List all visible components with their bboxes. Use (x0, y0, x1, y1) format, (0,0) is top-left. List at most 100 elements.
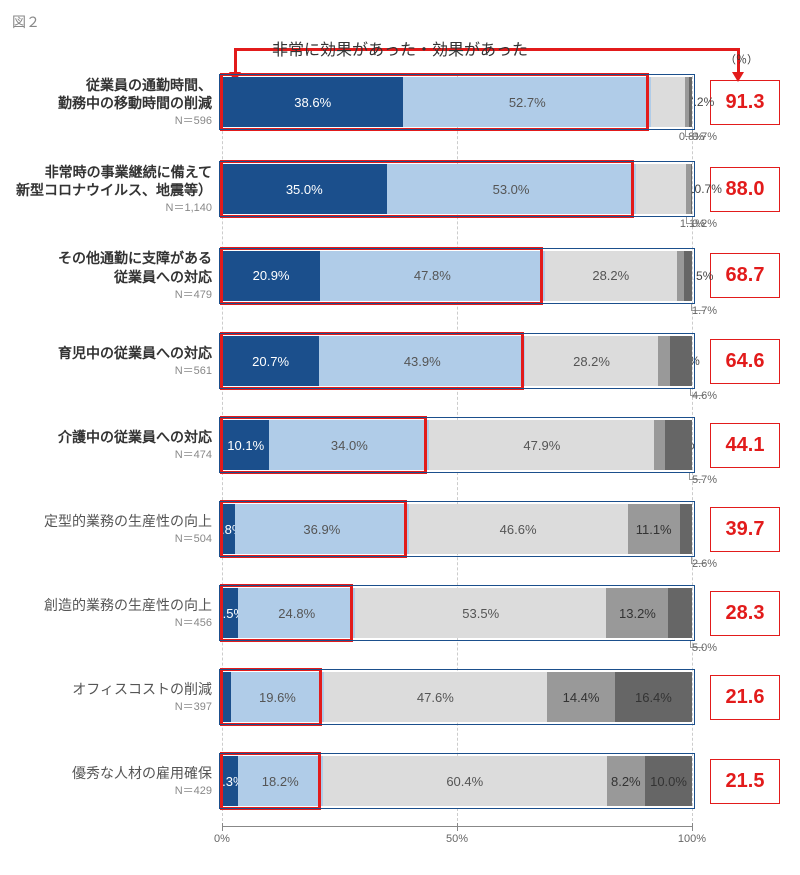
segment-label: 19.6% (259, 690, 296, 705)
segment-label: 53.0% (493, 182, 530, 197)
stacked-bar: 3.3%18.2%60.4%8.2%10.0% (222, 756, 692, 806)
bar-segment: 14.4% (547, 672, 615, 722)
arrow-down-left-icon (234, 48, 237, 74)
segment-label: 0.7% (692, 131, 717, 143)
bar-segment: 16.4% (615, 672, 692, 722)
chart-row: その他通勤に支障がある従業員への対応N＝47920.9%47.8%28.2%1.… (12, 249, 788, 302)
row-label: その他通勤に支障がある従業員への対応 N＝479 (12, 249, 222, 302)
total-value: 21.6 (710, 675, 780, 720)
figure-label: 図２ (12, 12, 788, 32)
bar-cell: 38.6%52.7%7.2%0.8%0.7% (222, 77, 692, 127)
axis-tick-label: 100% (678, 833, 706, 845)
total-value: 39.7 (710, 507, 780, 552)
chart-row: 育児中の従業員への対応N＝56120.7%43.9%28.2%2.7%4.6%6… (12, 336, 788, 386)
segment-label: 0.2% (692, 218, 717, 230)
bar-segment: 28.2% (545, 251, 677, 301)
bar-segment: 10.0% (645, 756, 692, 806)
bar-segment: 20.7% (222, 336, 319, 386)
segment-label: 47.8% (414, 268, 451, 283)
segment-label: 28.2% (592, 268, 629, 283)
row-label-text: 介護中の従業員への対応 (12, 428, 212, 446)
axis-tick-label: 0% (214, 833, 230, 845)
bar-cell: 20.9%47.8%28.2%1.5%1.7% (222, 251, 692, 301)
segment-label: 10.0% (650, 774, 687, 789)
segment-label: 2.6% (692, 558, 717, 570)
bar-segment: 46.6% (409, 504, 628, 554)
row-label: 非常時の事業継続に備えて新型コロナウイルス、地震等） N＝1,140 (12, 163, 222, 216)
chart-row: オフィスコストの削減N＝39719.6%47.6%14.4%16.4%21.6 (12, 672, 788, 722)
bar-segment: 5.0% (668, 588, 692, 638)
bar-cell: 3.5%24.8%53.5%13.2%5.0% (222, 588, 692, 638)
segment-label: 10.1% (227, 438, 264, 453)
chart-row: 定型的業務の生産性の向上N＝5042.8%36.9%46.6%11.1%2.6%… (12, 504, 788, 554)
segment-label: 43.9% (404, 354, 441, 369)
axis-tick (692, 823, 693, 831)
bar-cell: 19.6%47.6%14.4%16.4% (222, 672, 692, 722)
stacked-bar: 20.9%47.8%28.2%1.5%1.7% (222, 251, 692, 301)
row-n: N＝429 (12, 784, 212, 798)
row-label: 介護中の従業員への対応 N＝474 (12, 428, 222, 462)
bar-segment: 53.5% (355, 588, 606, 638)
bar-segment (222, 672, 231, 722)
header-title: 非常に効果があった・効果があった (272, 36, 528, 60)
bar-segment: 24.8% (238, 588, 355, 638)
total-value: 44.1 (710, 423, 780, 468)
row-n: N＝1,140 (12, 201, 212, 215)
segment-label: 13.2% (619, 606, 656, 621)
segment-label: 38.6% (294, 95, 331, 110)
bar-segment: 28.2% (525, 336, 657, 386)
chart-row: 創造的業務の生産性の向上N＝4563.5%24.8%53.5%13.2%5.0%… (12, 588, 788, 638)
row-label-text: オフィスコストの削減 (12, 680, 212, 698)
row-label-text: 創造的業務の生産性の向上 (12, 596, 212, 614)
stacked-bar: 3.5%24.8%53.5%13.2%5.0% (222, 588, 692, 638)
bar-segment: 0.7% (689, 77, 692, 127)
axis-tick-label: 50% (446, 833, 468, 845)
bar-cell: 10.1% 34.0% 47.9% 2.3%5.7% (222, 420, 692, 470)
segment-label: 5.7% (692, 474, 717, 486)
chart-row: 非常時の事業継続に備えて新型コロナウイルス、地震等） N＝1,140 35.0% 53… (12, 163, 788, 216)
bar-segment: 2.7% (658, 336, 671, 386)
row-n: N＝561 (12, 364, 212, 378)
bar-segment: 2.3% (654, 420, 665, 470)
stacked-bar: 35.0%53.0%10.7%1.1%0.2% (222, 164, 692, 214)
bar-segment: 36.9% (235, 504, 408, 554)
total-value: 64.6 (710, 339, 780, 384)
row-n: N＝504 (12, 532, 212, 546)
row-n: N＝479 (12, 288, 212, 302)
bar-segment: 47.9% (429, 420, 654, 470)
row-label: 優秀な人材の雇用確保N＝429 (12, 764, 222, 798)
segment-label: 1.7% (692, 305, 717, 317)
row-label: オフィスコストの削減N＝397 (12, 680, 222, 714)
segment-label: 16.4% (635, 690, 672, 705)
stacked-bar: 2.8%36.9%46.6%11.1%2.6% (222, 504, 692, 554)
bar-segment: 60.4% (323, 756, 607, 806)
segment-label: 60.4% (446, 774, 483, 789)
bar-cell: 35.0%53.0%10.7%1.1%0.2% (222, 164, 692, 214)
segment-label: 14.4% (563, 690, 600, 705)
bar-segment: 5.7% (665, 420, 692, 470)
bar-segment: 13.2% (606, 588, 668, 638)
bar-segment: 34.0% (269, 420, 429, 470)
bar-segment: 43.9% (319, 336, 525, 386)
row-n: N＝474 (12, 448, 212, 462)
stacked-bar: 20.7%43.9%28.2%2.7%4.6% (222, 336, 692, 386)
bar-segment: 47.8% (320, 251, 544, 301)
segment-label: 10.7% (688, 182, 722, 196)
segment-label: 52.7% (509, 95, 546, 110)
bar-segment: 18.2% (238, 756, 323, 806)
segment-label: 46.6% (500, 522, 537, 537)
chart-row: 従業員の通勤時間、勤務中の移動時間の削減N＝59638.6%52.7%7.2%0… (12, 76, 788, 129)
row-label-text: その他通勤に支障がある従業員への対応 (12, 249, 212, 285)
bar-segment: 1.5% (677, 251, 684, 301)
bar-segment: 3.3% (222, 756, 238, 806)
axis-tick (457, 823, 458, 831)
segment-label: 5.0% (692, 642, 717, 654)
bar-segment: 10.7% (636, 164, 686, 214)
segment-label: 47.9% (523, 438, 560, 453)
row-label-text: 非常時の事業継続に備えて新型コロナウイルス、地震等） (12, 163, 212, 199)
chart-body: 従業員の通勤時間、勤務中の移動時間の削減N＝59638.6%52.7%7.2%0… (12, 76, 788, 846)
bar-segment: 11.1% (628, 504, 680, 554)
segment-label: 18.2% (262, 774, 299, 789)
row-label: 従業員の通勤時間、勤務中の移動時間の削減N＝596 (12, 76, 222, 129)
bar-segment: 35.0% (222, 164, 387, 214)
